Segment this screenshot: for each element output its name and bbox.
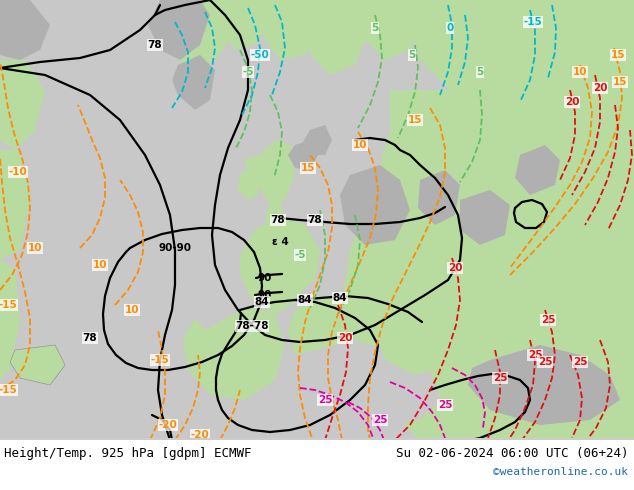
Polygon shape	[400, 0, 634, 130]
Polygon shape	[288, 140, 318, 170]
Text: 20: 20	[565, 97, 579, 107]
Polygon shape	[0, 55, 180, 440]
Polygon shape	[303, 125, 332, 155]
Text: 0: 0	[446, 23, 453, 33]
Polygon shape	[0, 0, 160, 350]
Polygon shape	[0, 150, 30, 260]
Polygon shape	[172, 55, 215, 110]
Polygon shape	[245, 155, 265, 185]
Text: 10: 10	[353, 140, 367, 150]
Polygon shape	[258, 0, 320, 60]
Text: 5: 5	[372, 23, 378, 33]
Polygon shape	[238, 165, 260, 200]
Text: 25: 25	[541, 315, 555, 325]
Text: ε 4: ε 4	[271, 237, 288, 247]
Text: 78: 78	[271, 215, 285, 225]
Polygon shape	[460, 190, 510, 245]
Polygon shape	[257, 140, 295, 205]
Polygon shape	[0, 0, 634, 440]
Polygon shape	[288, 295, 355, 375]
Text: 78: 78	[82, 333, 97, 343]
Text: 84: 84	[298, 295, 313, 305]
Text: -50: -50	[250, 50, 269, 60]
Polygon shape	[375, 285, 468, 375]
Bar	[0, 438, 634, 440]
Polygon shape	[155, 0, 230, 70]
Polygon shape	[280, 340, 440, 430]
Text: 84: 84	[255, 297, 269, 307]
Text: 25: 25	[437, 400, 452, 410]
Text: 10: 10	[125, 305, 139, 315]
Text: 90: 90	[258, 290, 272, 300]
Text: 20: 20	[448, 263, 462, 273]
Polygon shape	[355, 0, 420, 60]
Text: 25: 25	[318, 395, 332, 405]
Text: 20: 20	[593, 83, 607, 93]
Text: -5: -5	[294, 250, 306, 260]
Polygon shape	[10, 345, 65, 385]
Polygon shape	[340, 90, 634, 440]
Text: 25: 25	[573, 357, 587, 367]
Bar	[0, 440, 634, 490]
Text: -15: -15	[151, 355, 169, 365]
Text: 10: 10	[573, 67, 587, 77]
Text: 90: 90	[258, 273, 272, 283]
Text: 10: 10	[93, 260, 107, 270]
Text: 84: 84	[333, 293, 347, 303]
Text: -20: -20	[191, 430, 209, 440]
Polygon shape	[200, 0, 270, 50]
Polygon shape	[530, 420, 634, 440]
Text: 78-78: 78-78	[235, 321, 269, 331]
Text: Su 02-06-2024 06:00 UTC (06+24): Su 02-06-2024 06:00 UTC (06+24)	[396, 446, 628, 460]
Text: 78: 78	[307, 215, 322, 225]
Text: -15: -15	[524, 17, 542, 27]
Polygon shape	[0, 0, 50, 60]
Polygon shape	[540, 325, 634, 400]
Polygon shape	[148, 0, 210, 60]
Polygon shape	[240, 230, 308, 315]
Text: 15: 15	[408, 115, 422, 125]
Text: 15: 15	[612, 77, 627, 87]
Polygon shape	[248, 215, 320, 295]
Text: 15: 15	[301, 163, 315, 173]
Text: 25: 25	[373, 415, 387, 425]
Text: 5: 5	[476, 67, 484, 77]
Polygon shape	[265, 200, 285, 235]
Polygon shape	[468, 345, 620, 425]
Polygon shape	[312, 345, 355, 400]
Text: -15: -15	[0, 385, 17, 395]
Polygon shape	[418, 170, 460, 225]
Polygon shape	[515, 145, 560, 195]
Text: ©weatheronline.co.uk: ©weatheronline.co.uk	[493, 467, 628, 477]
Text: 20: 20	[338, 333, 353, 343]
Polygon shape	[0, 60, 45, 150]
Polygon shape	[305, 0, 370, 75]
Text: -10: -10	[9, 167, 27, 177]
Text: Height/Temp. 925 hPa [gdpm] ECMWF: Height/Temp. 925 hPa [gdpm] ECMWF	[4, 446, 252, 460]
Text: 10: 10	[28, 243, 42, 253]
Text: 25: 25	[493, 373, 507, 383]
Text: 90-90: 90-90	[158, 243, 191, 253]
Text: 25: 25	[527, 350, 542, 360]
Polygon shape	[0, 260, 20, 380]
Text: -5: -5	[242, 67, 254, 77]
Text: 5: 5	[408, 50, 416, 60]
Text: 15: 15	[611, 50, 625, 60]
Text: 78: 78	[148, 40, 162, 50]
Polygon shape	[183, 305, 285, 400]
Text: -20: -20	[158, 420, 178, 430]
Polygon shape	[340, 165, 410, 245]
Text: 25: 25	[538, 357, 552, 367]
Text: -15: -15	[0, 300, 17, 310]
